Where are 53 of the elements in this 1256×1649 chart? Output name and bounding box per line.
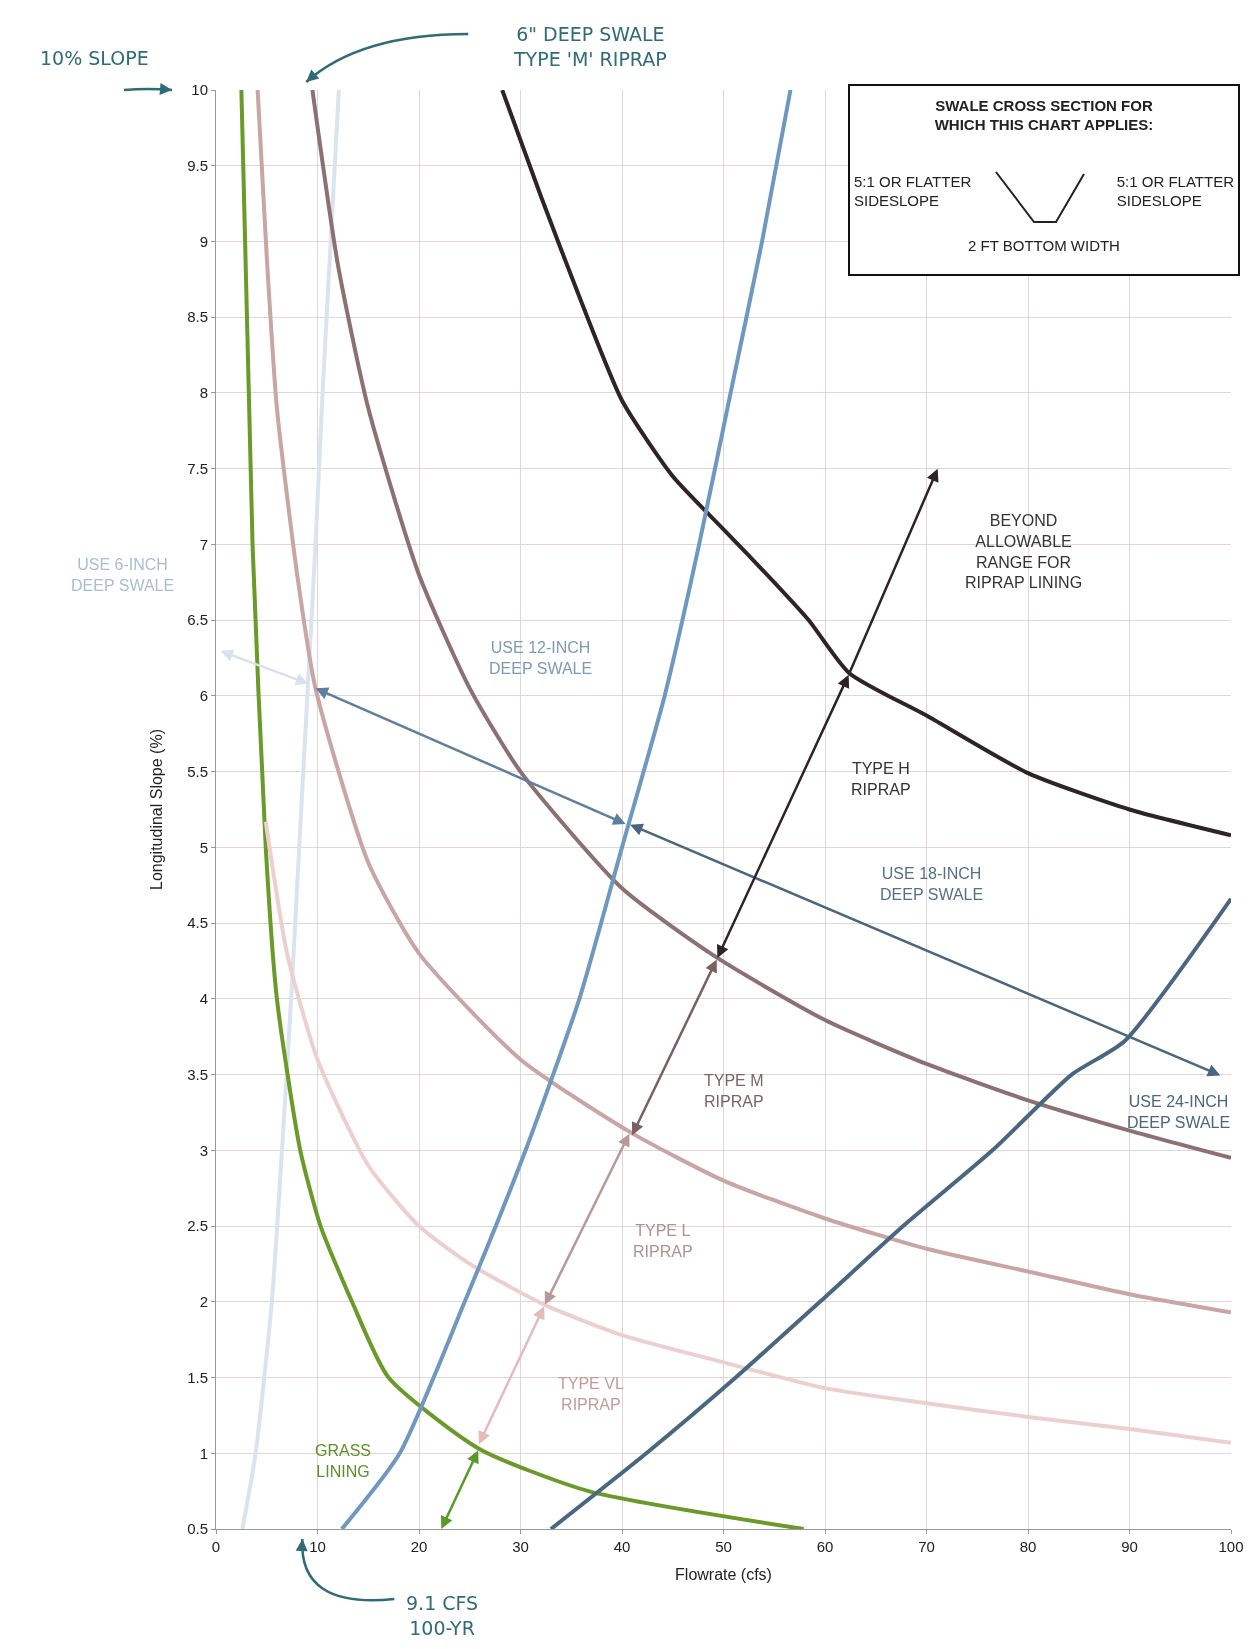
x-tick-label: 40 [613,1538,631,1555]
x-tick-label: 100 [1218,1538,1244,1555]
y-tick-label: 8.5 [187,308,208,326]
annotation: USE 24-INCH DEEP SWALE [1127,1093,1231,1131]
x-tick-label: 90 [1121,1538,1138,1555]
annotation: TYPE H RIPRAP [851,760,911,798]
text: 9.1 CFS 100-YR [406,1592,479,1639]
annotation: SWALE CROSS SECTION FOR WHICH THIS CHART APPLIES: [933,96,1155,134]
y-tick-label: 3 [199,1141,208,1159]
x-tick-label: 10 [309,1538,326,1555]
y-tick-label: 6 [199,687,208,705]
line-series [255,90,1231,1315]
annotation: TYPE L RIPRAP [633,1222,693,1260]
annotation: USE 12-INCH DEEP SWALE [489,639,593,677]
annotation: 2 FT BOTTOM WIDTH [967,236,1121,255]
annotation: GRASS LINING [315,1442,372,1480]
x-tick-label: 80 [1019,1538,1037,1555]
text: 6" DEEP SWALE TYPE 'M' RIPRAP [513,23,667,70]
y-tick-label: 1 [199,1444,208,1462]
y-tick-label: 6.5 [187,611,208,629]
y-tick-label: 7.5 [187,459,208,477]
y-tick-label: 4.5 [187,914,208,932]
y-axis-title: Longitudinal Slope (%) [148,729,166,890]
y-tick-label: 1.5 [187,1368,208,1386]
x-tick-label: 0 [211,1538,221,1555]
x-tick-label: 20 [410,1538,428,1555]
line-series [310,90,1231,1160]
x-axis-title: Flowrate (cfs) [675,1565,772,1583]
y-tick-label: 2.5 [187,1217,208,1235]
annotation: 5:1 OR FLATTER SIDESLOPE [854,172,972,210]
x-tick-label: 60 [816,1538,834,1555]
y-tick-label: 9 [199,232,208,250]
y-tick-label: 5 [199,838,208,856]
y-tick-label: 9.5 [187,156,208,174]
annotation: TYPE VL RIPRAP [558,1375,624,1413]
y-tick-label: 7 [199,535,208,553]
x-tick-label: 50 [715,1538,732,1555]
y-tick-label: 10 [191,81,208,99]
y-tick-label: 2 [199,1293,208,1311]
x-tick-label: 70 [918,1538,935,1555]
text: USE 6-INCH DEEP SWALE [71,556,175,594]
y-tick-label: 8 [199,384,208,402]
annotation: USE 18-INCH DEEP SWALE [880,865,984,903]
x-tick-label: 30 [512,1538,529,1555]
text: 10% SLOPE [40,47,149,69]
annotation: TYPE M RIPRAP [704,1072,764,1110]
line-series [239,90,806,1529]
annotation: BEYOND ALLOWABLE RANGE FOR RIPRAP LINING [965,512,1083,592]
y-tick-label: 4 [199,990,208,1008]
y-tick-label: 3.5 [187,1065,208,1083]
y-tick-label: 5.5 [187,762,208,780]
y-tick-label: 0.5 [187,1520,208,1538]
annotation: 5:1 OR FLATTER SIDESLOPE [1116,172,1234,210]
